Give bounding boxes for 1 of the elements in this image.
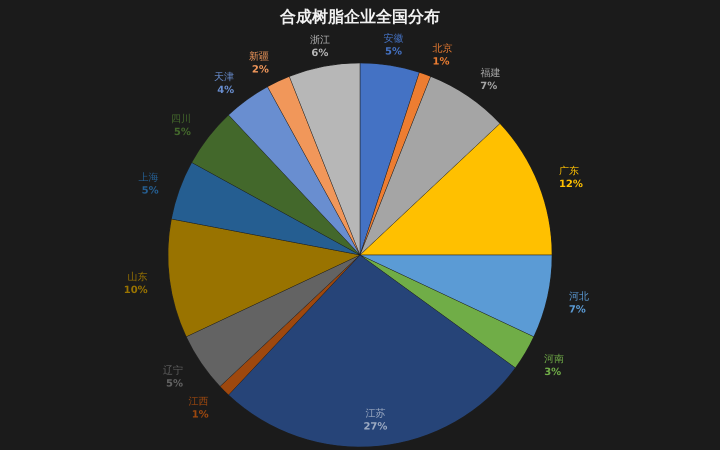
chart-title: 合成树脂企业全国分布 (279, 7, 440, 26)
